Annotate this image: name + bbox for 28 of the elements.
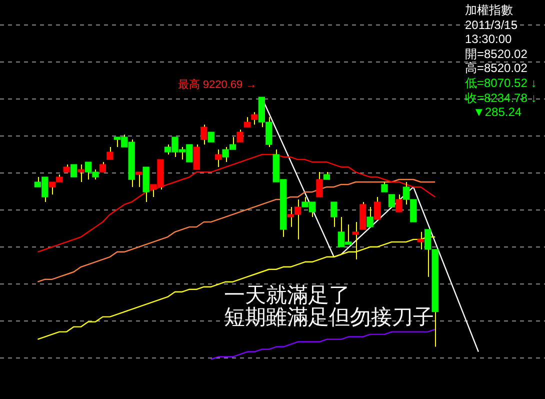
- candlestick: [99, 162, 106, 173]
- text: 最高 9220.69 →: [178, 78, 257, 92]
- candlestick: [316, 172, 323, 198]
- candlestick: [244, 116, 251, 128]
- candlestick: [396, 194, 402, 212]
- chart-title: 加權指數: [465, 3, 514, 18]
- candlestick: [330, 201, 338, 228]
- candlestick: [251, 112, 258, 126]
- candlestick: [381, 182, 388, 192]
- candlestick: [136, 172, 142, 188]
- text: 13:30:00: [465, 32, 513, 47]
- candlestick: [366, 206, 374, 228]
- annotation: 一天就滿足了: [224, 283, 351, 307]
- candlestick: [374, 196, 381, 220]
- candlestick: [200, 124, 208, 146]
- annotation: ▼285.24: [472, 105, 523, 120]
- candlestick: [106, 146, 114, 160]
- text: 2011/3/15: [465, 18, 518, 32]
- candlestick: [208, 132, 214, 142]
- candlestick: [78, 164, 84, 182]
- text: 開=8520.02: [465, 46, 528, 62]
- annotation: 收=8234.78 ↓: [465, 90, 537, 106]
- candlestick: [70, 164, 78, 178]
- candlestick: [236, 129, 244, 143]
- text: 高=8520.02: [465, 61, 528, 76]
- annotation: 短期雖滿足但勿接刀子: [224, 305, 434, 329]
- candlestick: [388, 194, 396, 208]
- text: 低=8070.52 ↓: [465, 76, 537, 91]
